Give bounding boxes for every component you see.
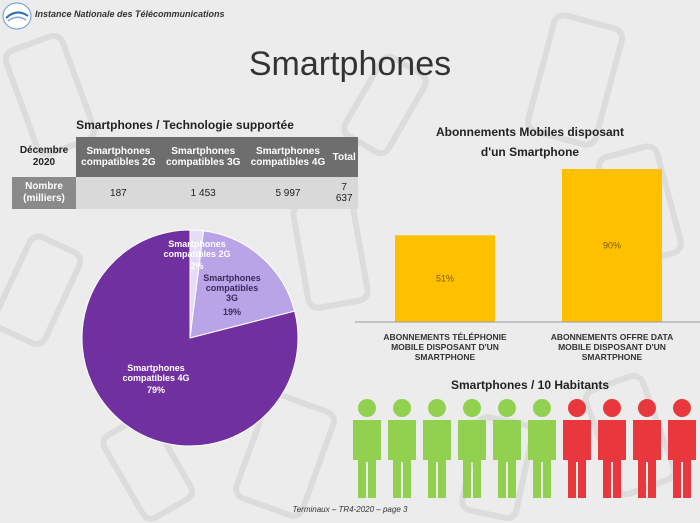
pie-label-2g: Smartphones compatibles 2G: [163, 239, 230, 259]
table-row: Nombre (milliers) 187 1 453 5 997 7 637: [12, 177, 358, 209]
value-total: 7 637: [330, 177, 358, 209]
value-4g: 5 997: [245, 177, 331, 209]
table-corner-cell: Décembre 2020: [19, 145, 69, 168]
column-header-4g: Smartphones compatibles 4G: [245, 137, 331, 177]
bar-value-label: 90%: [603, 241, 621, 251]
pie-value-2g: 2%: [190, 261, 203, 271]
person-icon-smartphone: [388, 399, 416, 498]
person-icon-no-smartphone: [563, 399, 591, 498]
pie-value-3g: 19%: [223, 307, 241, 317]
bar-category-label: ABONNEMENTS OFFRE DATA MOBILE DISPOSANT D…: [551, 332, 673, 362]
pie-label-3g: Smartphones compatibles 3G: [203, 273, 261, 303]
person-icon-no-smartphone: [668, 399, 696, 498]
page-title: Smartphones: [248, 45, 452, 83]
value-3g: 1 453: [160, 177, 246, 209]
value-2g: 187: [76, 177, 161, 209]
column-header-total: Total: [330, 137, 358, 177]
column-header-3g: Smartphones compatibles 3G: [160, 137, 246, 177]
pie-value-4g: 79%: [147, 385, 165, 395]
pie-slice-4g: [81, 229, 299, 447]
person-icon-smartphone: [528, 399, 556, 498]
person-icon-no-smartphone: [633, 399, 661, 498]
person-icon-smartphone: [353, 399, 381, 498]
subscriptions-bar-chart: 51% ABONNEMENTS TÉLÉPHONIE MOBILE DISPOSAN…: [355, 169, 700, 362]
person-icon-smartphone: [423, 399, 451, 498]
pie-slice-3g: [189, 230, 296, 339]
column-header-2g: Smartphones compatibles 2G: [76, 137, 161, 177]
bar-1: [395, 235, 495, 322]
person-icon-smartphone: [458, 399, 486, 498]
organization-name: Instance Nationale des Télécommunication…: [35, 9, 225, 19]
table-title: Smartphones / Technologie supportée: [76, 118, 294, 132]
page-footer: Terminaux – TR4-2020 – page 3: [292, 505, 408, 514]
technology-pie-chart: Smartphones compatibles 2G2%Smartphones co…: [81, 229, 299, 447]
people-pictograph: [353, 399, 696, 498]
inteleco-logo-icon: [2, 2, 32, 30]
bar-value-label: 51%: [436, 274, 454, 284]
pie-label-4g: Smartphones compatibles 4G: [122, 363, 189, 383]
bar-chart-title: Abonnements Mobiles disposant d'un Smart…: [435, 125, 624, 159]
pictograph-title: Smartphones / 10 Habitants: [450, 378, 610, 392]
technology-table: Décembre 2020 Smartphones compatibles 2G…: [12, 137, 358, 209]
bar-2: [562, 169, 662, 322]
table-header-row: Décembre 2020 Smartphones compatibles 2G…: [12, 137, 358, 177]
person-icon-smartphone: [493, 399, 521, 498]
row-label: Nombre (milliers): [12, 177, 76, 209]
bar-category-label: ABONNEMENTS TÉLÉPHONIE MOBILE DISPOSANT D…: [383, 332, 507, 362]
person-icon-no-smartphone: [598, 399, 626, 498]
